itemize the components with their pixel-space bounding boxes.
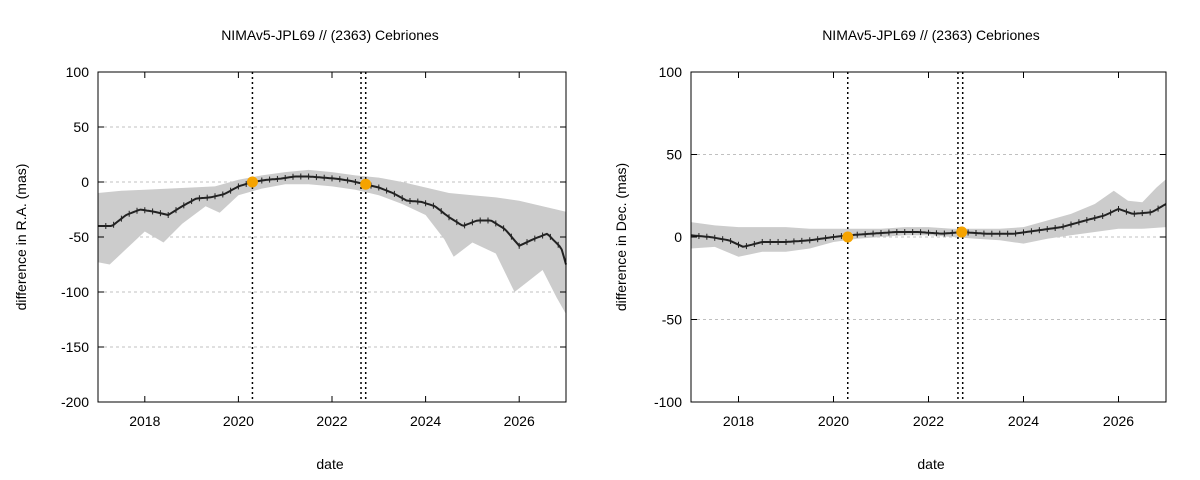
ra-y-tick-label: -150: [61, 339, 89, 355]
ra-y-tick-label: -100: [61, 284, 89, 300]
dec-x-axis-label: date: [917, 456, 944, 472]
ra-uncertainty-band: [98, 169, 566, 314]
dec-y-tick-label: 0: [674, 229, 682, 245]
ra-y-tick-label: -200: [61, 394, 89, 410]
dec-x-tick-label: 2026: [1103, 413, 1134, 429]
dec-x-tick-label: 2022: [913, 413, 944, 429]
ra-x-tick-label: 2024: [410, 413, 441, 429]
ra-panel: NIMAv5-JPL69 // (2363) Cebriones date di…: [13, 27, 567, 472]
dec-y-tick-label: 50: [666, 147, 682, 163]
dec-y-tick-label: -100: [654, 394, 682, 410]
dec-y-tick-label: -50: [662, 312, 682, 328]
ra-chart-title: NIMAv5-JPL69 // (2363) Cebriones: [221, 27, 439, 43]
ra-y-tick-label: 100: [66, 64, 90, 80]
dec-plot-area: -100 -50 0 50 100 2018 2020 2022 2024 2026: [654, 64, 1167, 429]
ra-x-tick-label: 2026: [504, 413, 535, 429]
dec-y-tick-label: 100: [659, 64, 683, 80]
ra-y-tick-label: 50: [73, 119, 89, 135]
ra-x-tick-label: 2020: [223, 413, 254, 429]
dec-x-tick-label: 2024: [1008, 413, 1039, 429]
dec-x-tick-label: 2018: [723, 413, 754, 429]
ra-y-tick-label: -50: [69, 229, 89, 245]
ra-observation-marker: [246, 176, 258, 188]
ra-observation-marker: [360, 178, 372, 190]
dec-observation-marker: [956, 226, 968, 238]
dec-y-axis-label: difference in Dec. (mas): [613, 163, 629, 311]
ra-x-axis-label: date: [316, 456, 343, 472]
dec-x-tick-label: 2020: [818, 413, 849, 429]
ra-y-axis-label: difference in R.A. (mas): [13, 164, 29, 311]
dec-panel: NIMAv5-JPL69 // (2363) Cebriones date di…: [613, 27, 1167, 472]
dec-observation-marker: [842, 231, 854, 243]
ra-y-tick-label: 0: [81, 174, 89, 190]
ra-plot-area: -200 -150 -100 -50 0 50 100 2018 2020 2022 2024 202…: [61, 64, 567, 429]
ra-x-tick-label: 2022: [316, 413, 347, 429]
dec-chart-title: NIMAv5-JPL69 // (2363) Cebriones: [822, 27, 1040, 43]
ra-x-tick-label: 2018: [129, 413, 160, 429]
